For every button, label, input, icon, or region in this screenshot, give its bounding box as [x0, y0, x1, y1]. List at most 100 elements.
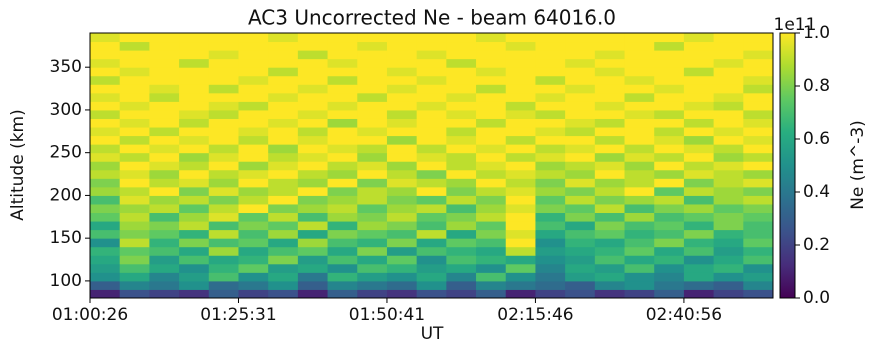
x-tick-label: 01:00:26 — [52, 305, 128, 325]
heatmap-cell — [416, 92, 447, 102]
heatmap-cell — [149, 263, 180, 273]
heatmap-cell — [179, 221, 210, 231]
heatmap-cell — [297, 84, 329, 94]
heatmap-cell — [357, 246, 388, 256]
heatmap-cell — [327, 212, 358, 222]
heatmap-cell — [594, 144, 626, 154]
heatmap-cell — [357, 144, 388, 154]
heatmap-cell — [268, 178, 299, 188]
heatmap-cell — [594, 186, 626, 196]
heatmap-cell — [297, 58, 329, 68]
heatmap-cell — [179, 289, 210, 299]
heatmap-cell — [654, 161, 685, 171]
heatmap-cell — [565, 263, 596, 273]
heatmap-cell — [565, 195, 596, 205]
heatmap-cell — [268, 101, 299, 111]
heatmap-cell — [594, 41, 626, 51]
heatmap-cell — [505, 33, 536, 43]
heatmap-cell — [208, 195, 239, 205]
heatmap-cell — [297, 50, 329, 60]
heatmap-cell — [386, 135, 418, 145]
heatmap-cell — [505, 58, 536, 68]
heatmap-cell — [416, 67, 447, 77]
heatmap-cell — [149, 289, 180, 299]
heatmap-cell — [446, 67, 477, 77]
heatmap-cell — [119, 152, 150, 162]
heatmap-cell — [386, 58, 418, 68]
heatmap-cell — [683, 161, 715, 171]
heatmap-cell — [149, 152, 180, 162]
heatmap-cell — [208, 75, 239, 85]
heatmap-cell — [713, 221, 744, 231]
heatmap-cell — [743, 289, 774, 299]
heatmap-cell — [297, 289, 329, 299]
heatmap-cell — [416, 152, 447, 162]
heatmap-cell — [713, 118, 744, 128]
heatmap-cell — [90, 255, 121, 265]
heatmap-cell — [90, 92, 121, 102]
heatmap-cell — [238, 238, 269, 248]
heatmap-cell — [208, 33, 239, 43]
heatmap-cell — [565, 92, 596, 102]
heatmap-cell — [386, 75, 418, 85]
heatmap-cell — [683, 144, 715, 154]
heatmap-cell — [179, 272, 210, 282]
heatmap-cell — [683, 169, 715, 179]
heatmap-cell — [713, 212, 744, 222]
heatmap-cell — [90, 289, 121, 299]
heatmap-cell — [594, 135, 626, 145]
heatmap-cell — [90, 272, 121, 282]
heatmap-cell — [208, 161, 239, 171]
heatmap-cell — [416, 84, 447, 94]
heatmap-cell — [624, 255, 655, 265]
heatmap-cell — [238, 152, 269, 162]
heatmap-cell — [327, 263, 358, 273]
heatmap-cell — [743, 58, 774, 68]
heatmap-cell — [268, 75, 299, 85]
heatmap-cell — [90, 152, 121, 162]
heatmap-cell — [179, 238, 210, 248]
heatmap-cell — [416, 33, 447, 43]
heatmap-cell — [683, 238, 715, 248]
heatmap-cell — [535, 246, 566, 256]
heatmap-cell — [238, 186, 269, 196]
heatmap-cell — [743, 144, 774, 154]
heatmap-cell — [386, 272, 418, 282]
heatmap-cell — [208, 144, 239, 154]
heatmap-cell — [594, 118, 626, 128]
heatmap-cell — [90, 144, 121, 154]
heatmap-cell — [565, 152, 596, 162]
heatmap-cell — [238, 67, 269, 77]
heatmap-cell — [565, 109, 596, 119]
heatmap-cell — [743, 127, 774, 137]
heatmap-cell — [149, 67, 180, 77]
heatmap-cell — [743, 41, 774, 51]
heatmap-cell — [743, 195, 774, 205]
x-tick-label: 02:15:46 — [497, 305, 573, 325]
heatmap-cell — [505, 195, 536, 205]
heatmap-cell — [149, 178, 180, 188]
heatmap-cell — [505, 178, 536, 188]
heatmap-cell — [268, 246, 299, 256]
heatmap-cell — [238, 101, 269, 111]
heatmap-cell — [713, 289, 744, 299]
heatmap-cell — [149, 33, 180, 43]
heatmap-cell — [476, 58, 507, 68]
heatmap-cell — [565, 178, 596, 188]
heatmap-cell — [476, 161, 507, 171]
heatmap-cell — [713, 92, 744, 102]
y-tick-label: 250 — [50, 143, 82, 163]
heatmap-cell — [268, 272, 299, 282]
heatmap-cell — [238, 178, 269, 188]
heatmap-cell — [179, 152, 210, 162]
heatmap-cell — [683, 109, 715, 119]
heatmap-cell — [505, 135, 536, 145]
heatmap-cell — [327, 135, 358, 145]
heatmap-cell — [565, 289, 596, 299]
heatmap-cell — [268, 195, 299, 205]
heatmap-cell — [297, 75, 329, 85]
colorbar-tick-label: 1.0 — [803, 23, 830, 43]
heatmap-cell — [535, 186, 566, 196]
heatmap-cell — [208, 84, 239, 94]
heatmap-cell — [505, 246, 536, 256]
